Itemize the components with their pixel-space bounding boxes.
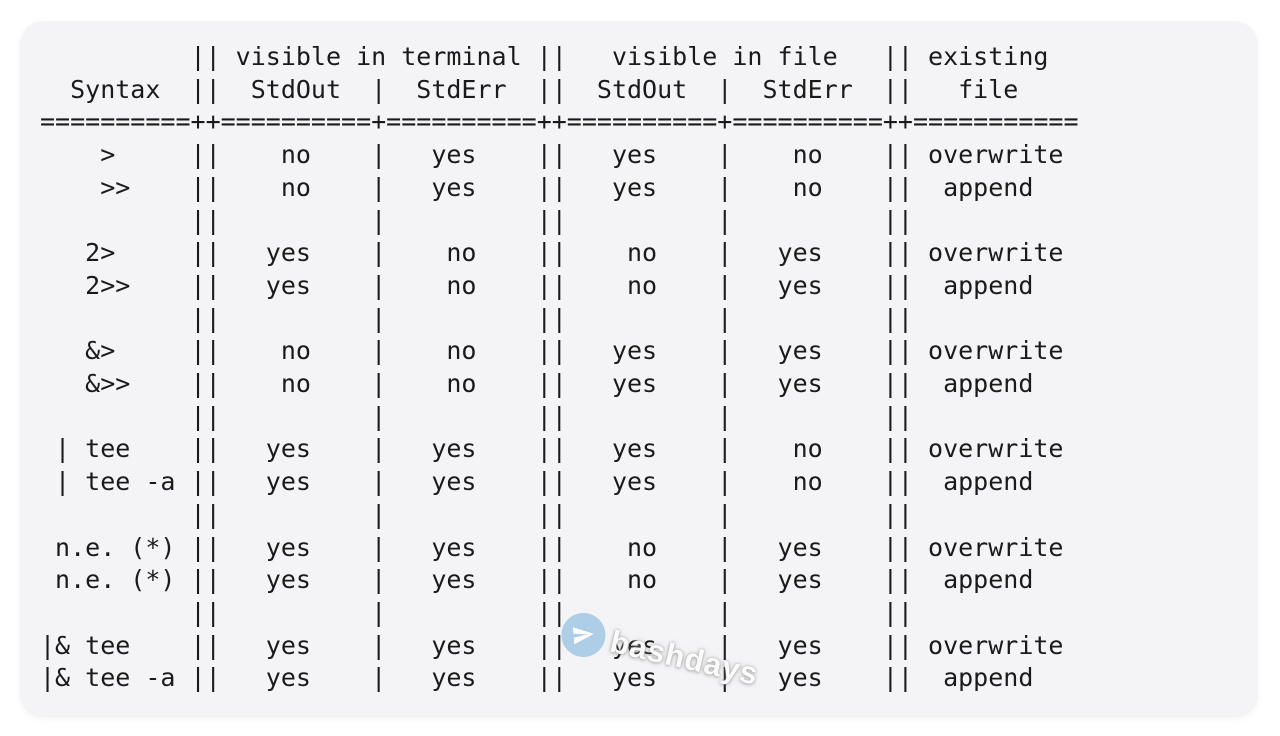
table-card: || visible in terminal || visible in fil…	[21, 22, 1257, 716]
redirection-ascii-table: || visible in terminal || visible in fil…	[40, 42, 1079, 693]
